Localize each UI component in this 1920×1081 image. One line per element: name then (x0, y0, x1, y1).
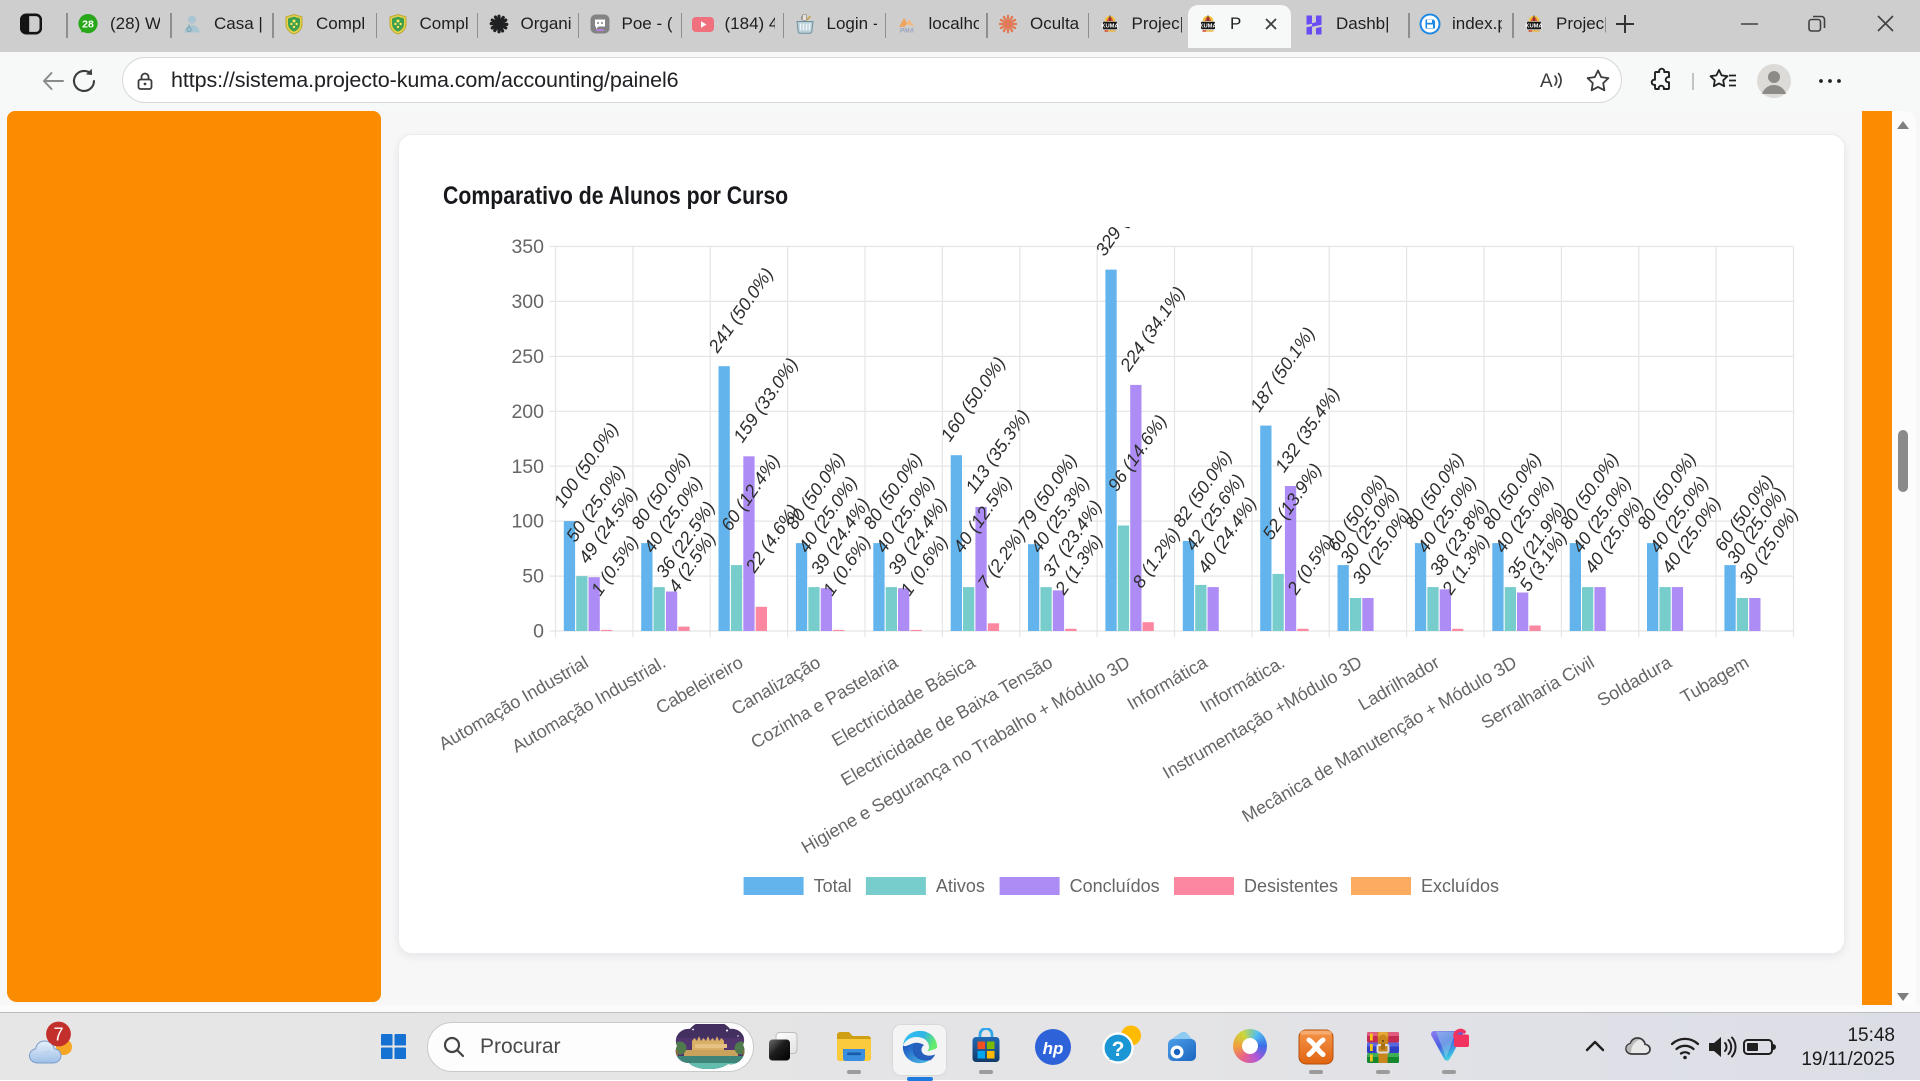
svg-text:KUMA: KUMA (1525, 24, 1543, 30)
svg-text:329 (50.0%): 329 (50.0%) (1091, 227, 1164, 259)
svg-text:150: 150 (511, 456, 544, 478)
svg-text:28: 28 (82, 19, 94, 31)
svg-text:Total: Total (814, 876, 852, 896)
svg-text:KUMA: KUMA (1101, 24, 1119, 30)
svg-text:250: 250 (511, 346, 544, 368)
svg-text:300: 300 (511, 291, 544, 313)
svg-text:0: 0 (533, 621, 544, 643)
svg-text:350: 350 (511, 236, 544, 258)
svg-text:159 (33.0%): 159 (33.0%) (729, 354, 802, 446)
svg-text:Soldadura: Soldadura (1594, 652, 1676, 711)
svg-text:Desistentes: Desistentes (1244, 876, 1338, 896)
svg-text:Tubagem: Tubagem (1677, 652, 1752, 707)
svg-text:Concluídos: Concluídos (1070, 876, 1160, 896)
svg-text:PMA: PMA (899, 28, 914, 35)
svg-text:100: 100 (511, 511, 544, 533)
svg-text:241 (50.0%): 241 (50.0%) (704, 264, 777, 357)
svg-text:Ativos: Ativos (936, 876, 985, 896)
svg-text:KUMA: KUMA (1199, 24, 1217, 30)
svg-text:187 (50.1%): 187 (50.1%) (1246, 324, 1319, 416)
svg-text:224 (34.1%): 224 (34.1%) (1116, 283, 1189, 376)
svg-text:Informática: Informática (1124, 652, 1212, 714)
svg-text:200: 200 (511, 401, 544, 423)
svg-text:Cozinha e Pastelaria: Cozinha e Pastelaria (747, 652, 902, 753)
svg-text:Mecânica de Manutenção + Módul: Mecânica de Manutenção + Módulo 3D (1239, 652, 1521, 826)
svg-text:hp: hp (1043, 1039, 1064, 1058)
svg-text:A: A (1540, 71, 1553, 92)
svg-text:50: 50 (522, 566, 544, 588)
svg-text:?: ? (1112, 1038, 1125, 1061)
svg-text:7: 7 (53, 1025, 63, 1045)
svg-text:Excluídos: Excluídos (1421, 876, 1499, 896)
